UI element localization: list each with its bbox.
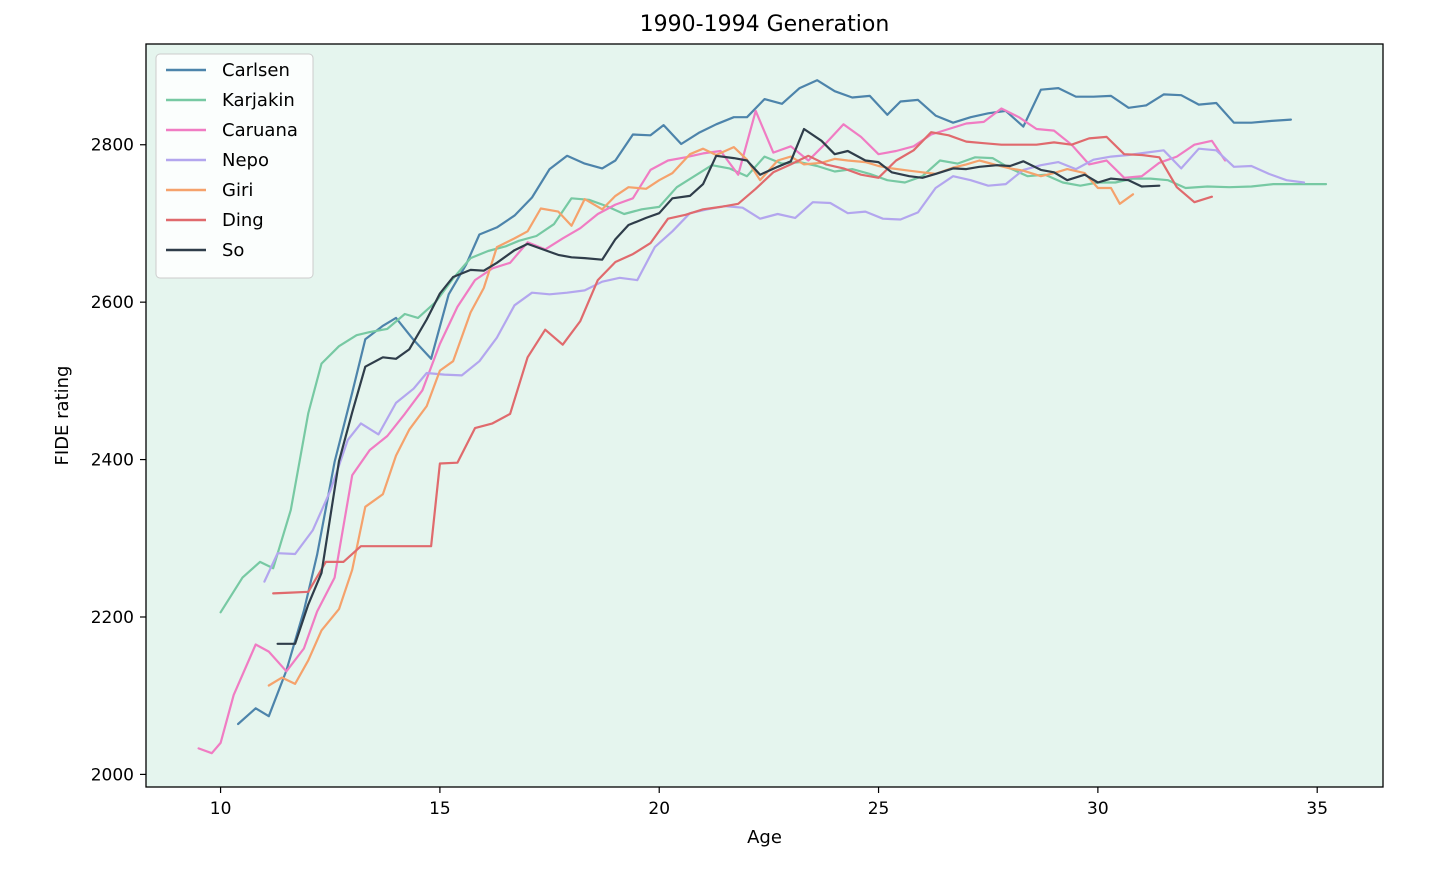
x-tick-label: 10 [210, 799, 232, 819]
y-tick-label: 2800 [91, 136, 134, 156]
x-tick-label: 30 [1087, 799, 1109, 819]
series-line-so [276, 127, 1161, 645]
series-line-caruana [197, 107, 1227, 755]
x-axis-label: Age [747, 827, 782, 848]
y-tick-label: 2400 [91, 451, 134, 471]
y-tick-label: 2200 [91, 608, 134, 628]
legend-entry-karjakin: Karjakin [222, 90, 295, 111]
y-axis-label: FIDE rating [52, 366, 73, 466]
x-tick-label: 20 [648, 799, 670, 819]
plot-area [146, 44, 1383, 787]
x-tick-label: 25 [868, 799, 890, 819]
x-tick-label: 15 [429, 799, 451, 819]
series-line-karjakin [219, 155, 1328, 614]
legend-entry-carlsen: Carlsen [222, 60, 290, 81]
chart-title: 1990-1994 Generation [640, 12, 890, 37]
series-line-ding [272, 131, 1214, 595]
x-tick-label: 35 [1306, 799, 1328, 819]
legend-entry-ding: Ding [222, 210, 264, 231]
series-layer [197, 79, 1328, 755]
legend-entry-nepo: Nepo [222, 150, 269, 171]
y-tick-label: 2000 [91, 765, 134, 785]
legend-entry-giri: Giri [222, 180, 253, 201]
plot-frame [145, 43, 1384, 788]
x-axis: 10 15 20 25 30 35 [210, 787, 1328, 819]
y-axis: 2000 2200 2400 2600 2800 [91, 136, 146, 785]
legend-box [155, 53, 314, 279]
legend-entry-caruana: Caruana [222, 120, 298, 141]
series-line-carlsen [237, 79, 1293, 726]
legend: Carlsen Karjakin Caruana Nepo Giri Ding So [155, 53, 314, 279]
legend-entry-so: So [222, 240, 244, 261]
y-tick-label: 2600 [91, 293, 134, 313]
